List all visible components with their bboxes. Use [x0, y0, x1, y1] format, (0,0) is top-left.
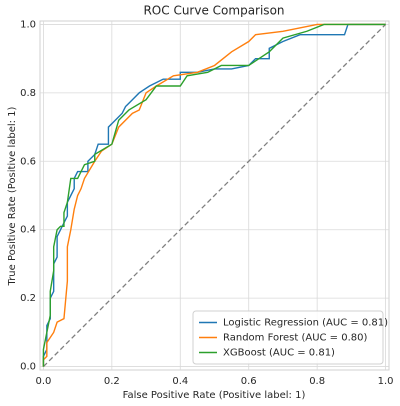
y-tick-label: 0.6 [20, 156, 36, 167]
legend-box [192, 310, 384, 365]
y-tick-label: 0.4 [20, 225, 36, 236]
x-tick-label: 0.0 [35, 376, 51, 387]
x-axis-label: False Positive Rate (Positive label: 1) [123, 390, 306, 401]
x-tick-label: 1.0 [378, 376, 394, 387]
y-tick-label: 1.0 [20, 19, 36, 30]
legend-label: Random Forest (AUC = 0.80) [223, 333, 367, 344]
y-tick-label: 0.2 [20, 293, 36, 304]
y-tick-label: 0.0 [20, 362, 36, 373]
legend-label: Logistic Regression (AUC = 0.81) [223, 318, 388, 329]
y-tick-label: 0.8 [20, 88, 36, 99]
x-tick-label: 0.4 [172, 376, 188, 387]
x-tick-label: 0.6 [241, 376, 257, 387]
roc-curve [42, 23, 386, 367]
chance-line [42, 23, 387, 368]
y-axis-label: True Positive Rate (Positive label: 1) [7, 106, 18, 286]
x-tick-label: 0.2 [104, 376, 120, 387]
legend-label: XGBoost (AUC = 0.81) [223, 348, 335, 359]
roc-curve [42, 23, 386, 367]
chart-title: ROC Curve Comparison [143, 4, 284, 18]
plot-frame [39, 20, 390, 371]
x-tick-label: 0.8 [309, 376, 325, 387]
